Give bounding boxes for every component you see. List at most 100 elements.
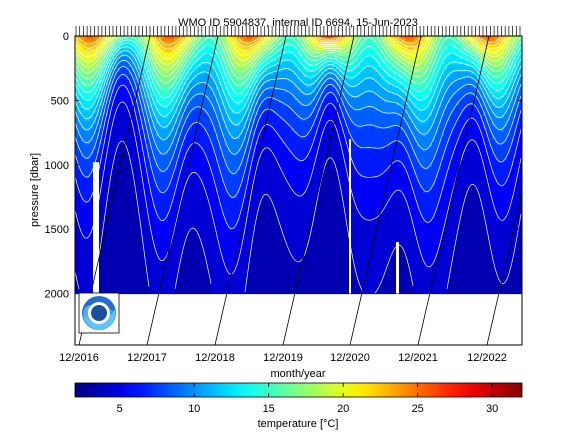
temperature-cell [165, 218, 169, 259]
temperature-cell [90, 172, 94, 199]
temperature-cell [243, 231, 247, 295]
temperature-cell [423, 123, 427, 138]
temperature-cell [276, 59, 280, 65]
temperature-cell [411, 123, 415, 135]
temperature-cell [348, 87, 352, 96]
temperature-cell [450, 198, 454, 266]
isotherm-line [75, 42, 522, 108]
temperature-cell [165, 257, 169, 295]
temperature-cell [420, 36, 424, 40]
temperature-cell [177, 82, 181, 91]
temperature-cell [447, 38, 451, 47]
temperature-cell [114, 74, 118, 86]
temperature-cell [483, 169, 487, 220]
temperature-cell [138, 43, 142, 50]
temperature-cell [393, 74, 397, 81]
temperature-cell [225, 146, 229, 168]
temperature-cell [429, 102, 433, 117]
temperature-cell [492, 77, 496, 83]
temperature-cell [450, 64, 454, 76]
temperature-cell [102, 95, 106, 107]
temperature-cell [432, 218, 436, 264]
temperature-cell [180, 169, 184, 202]
temperature-cell [486, 87, 490, 96]
temperature-cell [441, 100, 445, 117]
temperature-cell [195, 123, 199, 145]
temperature-cell [168, 59, 172, 65]
temperature-cell [246, 79, 250, 89]
temperature-cell [210, 46, 214, 58]
temperature-cell [462, 205, 466, 295]
temperature-cell [78, 229, 82, 295]
temperature-cell [489, 87, 493, 94]
temperature-cell [261, 92, 265, 104]
temperature-cell [240, 95, 244, 104]
temperature-cell [384, 208, 388, 274]
temperature-cell [240, 36, 244, 40]
temperature-cell [504, 102, 508, 114]
temperature-cell [342, 64, 346, 71]
temperature-cell [129, 118, 133, 163]
temperature-cell [87, 239, 91, 295]
temperature-cell [354, 48, 358, 55]
temperature-cell [459, 162, 463, 220]
temperature-cell [438, 169, 442, 202]
temperature-cell [330, 36, 334, 40]
temperature-cell [309, 95, 313, 107]
temperature-cell [441, 159, 445, 192]
temperature-cell [420, 51, 424, 60]
temperature-cell [390, 48, 394, 55]
temperature-cell [309, 234, 313, 295]
temperature-cell [459, 59, 463, 65]
temperature-cell [186, 36, 190, 40]
temperature-cell [495, 128, 499, 145]
temperature-cell [102, 87, 106, 96]
temperature-cell [483, 41, 487, 45]
temperature-cell [144, 262, 148, 295]
temperature-cell [345, 144, 349, 174]
temperature-cell [348, 36, 352, 40]
temperature-cell [189, 90, 193, 101]
temperature-cell [399, 66, 403, 73]
temperature-cell [291, 154, 295, 192]
temperature-cell [195, 108, 199, 125]
temperature-cell [228, 51, 232, 60]
temperature-cell [486, 36, 490, 40]
temperature-cell [243, 51, 247, 58]
temperature-cell [195, 95, 199, 109]
temperature-cell [324, 82, 328, 89]
temperature-cell [300, 139, 304, 163]
temperature-cell [327, 43, 331, 47]
temperature-cell [456, 38, 460, 45]
temperature-cell [180, 77, 184, 86]
temperature-cell [327, 159, 331, 295]
temperature-cell [300, 82, 304, 94]
temperature-cell [411, 90, 415, 96]
temperature-cell [342, 95, 346, 107]
temperature-cell [519, 38, 522, 45]
temperature-cell [237, 151, 241, 171]
temperature-cell [228, 59, 232, 68]
temperature-cell [471, 185, 475, 295]
temperature-cell [183, 244, 187, 295]
temperature-cell [297, 118, 301, 138]
temperature-cell [495, 108, 499, 119]
temperature-cell [492, 97, 496, 107]
temperature-cell [243, 154, 247, 174]
temperature-cell [165, 72, 169, 78]
temperature-cell [129, 84, 133, 99]
temperature-cell [267, 198, 271, 295]
temperature-cell [303, 193, 307, 256]
temperature-cell [282, 90, 286, 107]
temperature-cell [258, 90, 262, 99]
temperature-cell [384, 46, 388, 53]
temperature-cell [252, 136, 256, 158]
temperature-cell [297, 90, 301, 104]
temperature-cell [195, 175, 199, 233]
temperature-cell [285, 105, 289, 125]
temperature-cell [87, 159, 91, 179]
temperature-cell [513, 36, 517, 40]
temperature-cell [228, 95, 232, 109]
temperature-cell [171, 38, 175, 42]
temperature-cell [426, 48, 430, 55]
